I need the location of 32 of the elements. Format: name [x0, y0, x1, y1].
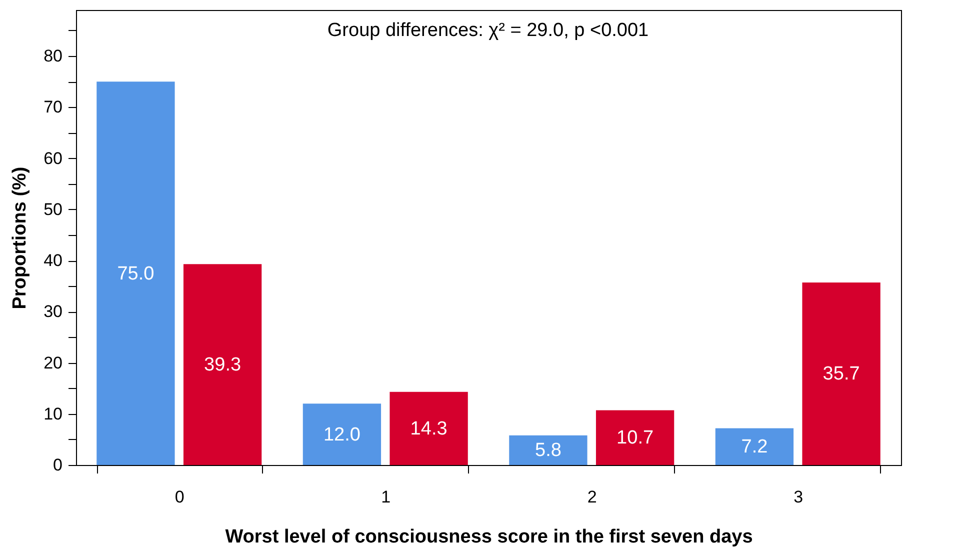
y-axis-title: Proportions (%) — [10, 166, 31, 310]
bar — [596, 410, 674, 465]
bar — [302, 404, 382, 465]
data-label: 5.8 — [534, 440, 562, 462]
y-tick-label: 70 — [44, 98, 62, 117]
data-label: 12.0 — [323, 424, 360, 446]
bar — [715, 428, 794, 465]
x-tick-label: 3 — [794, 488, 804, 506]
y-tick-label: 0 — [53, 456, 62, 474]
bar — [96, 82, 175, 465]
x-tick-label: 0 — [174, 488, 184, 506]
y-tick-label: 40 — [44, 251, 62, 270]
bar — [509, 435, 588, 465]
y-tick-label: 10 — [44, 404, 62, 424]
x-tick-label: 2 — [587, 488, 597, 506]
y-tick-label: 50 — [44, 200, 62, 219]
bar — [390, 392, 468, 465]
data-label: 14.3 — [410, 418, 448, 440]
y-tick-label: 80 — [44, 46, 62, 66]
bar — [802, 282, 880, 465]
data-label: 75.0 — [117, 263, 154, 284]
data-label: 7.2 — [741, 436, 768, 458]
data-label: 35.7 — [822, 364, 860, 385]
data-label: 10.7 — [616, 428, 654, 449]
y-tick-label: 20 — [44, 353, 62, 372]
x-axis-title: Worst level of consciousness score in the first seven days — [225, 526, 753, 548]
y-tick-label: 30 — [44, 302, 62, 322]
annotation: Group differences: χ² = 29.0, p <0.001 — [327, 20, 649, 41]
data-label: 39.3 — [204, 354, 242, 376]
y-tick-label: 60 — [44, 148, 62, 168]
x-tick-label: 1 — [381, 488, 391, 506]
bar — [183, 264, 262, 465]
